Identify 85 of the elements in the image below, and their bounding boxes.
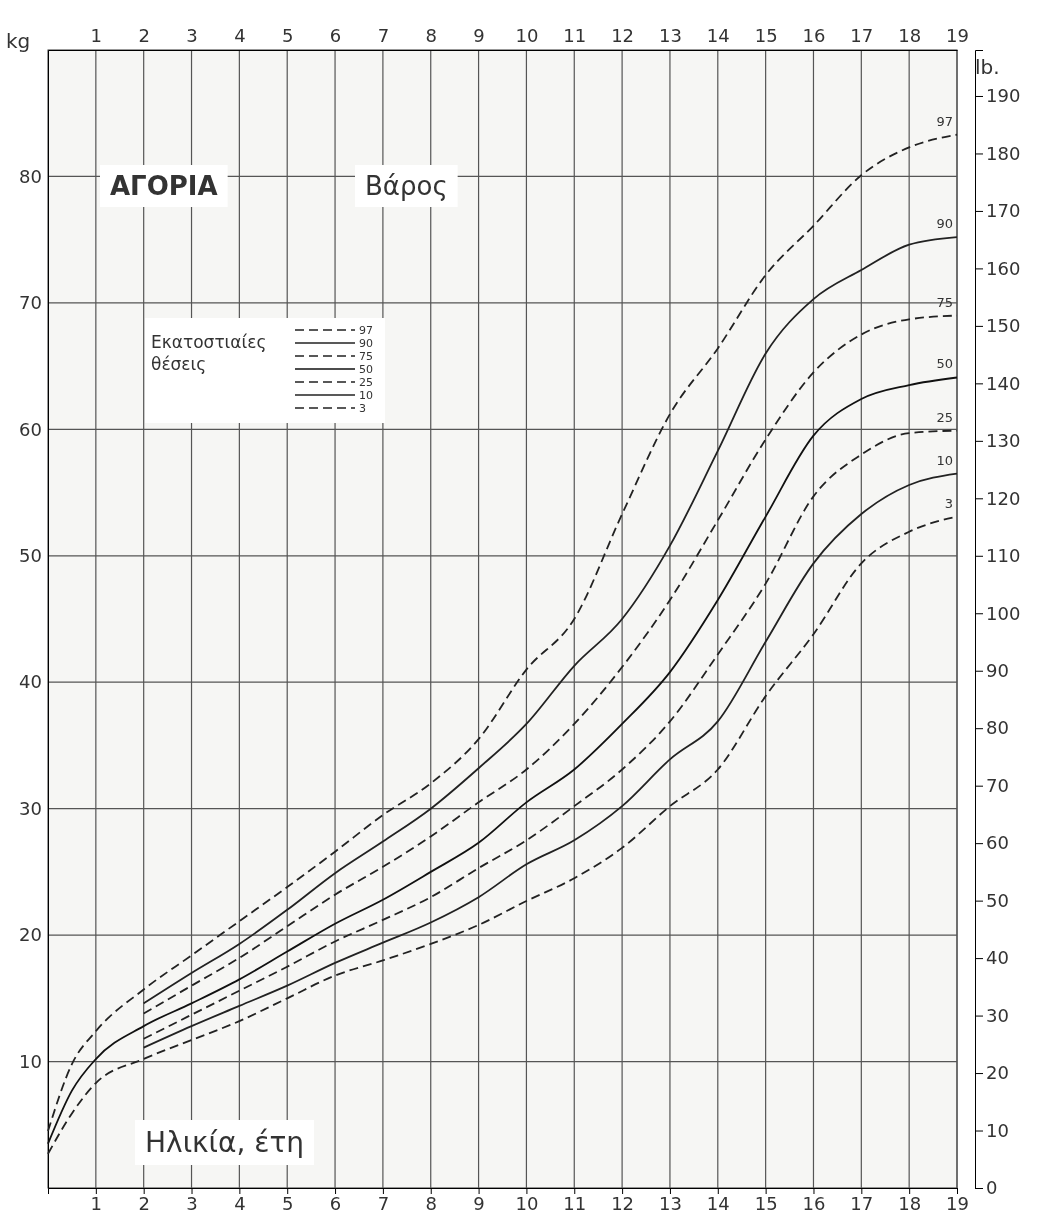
y2-tick-label: 50 [986,889,1009,911]
series-label: 50 [936,356,953,372]
y-tick-label: 60 [19,418,42,440]
y2-axis-title: lb. [975,55,1000,79]
series-label: 10 [936,452,953,468]
series-label: 25 [936,409,953,425]
x-tick-label: 13 [658,25,682,46]
y2-tick-label: 120 [986,487,1021,509]
legend-title: Εκατοστιαίες θέσεις [151,332,267,374]
x-tick-label: 3 [186,25,198,46]
text: 3 [359,402,366,415]
y2-tick-label: 60 [986,832,1009,854]
y2-tick-label: 30 [986,1004,1009,1026]
y2-tick-label: 0 [986,1177,998,1199]
text: 50 [359,363,373,376]
y2-tick-label: 130 [986,430,1021,452]
y-tick-label: 40 [19,671,42,693]
y2-tick-label: 110 [986,545,1021,567]
text: 97 [359,324,373,337]
x2-tick-label: 8 [425,1192,437,1214]
x2-tick-label: 19 [946,1192,969,1214]
x-tick-label: 7 [377,25,390,46]
x-tick-label: 17 [850,25,874,46]
text: 25 [359,376,373,389]
x-tick-label: 5 [281,25,294,46]
x-tick-label: 6 [329,25,342,46]
x2-tick-label: 12 [611,1192,635,1214]
y-tick-label: 30 [19,797,42,819]
y2-tick-label: 160 [986,257,1021,279]
x2-tick-label: 3 [186,1192,198,1214]
x-tick-label: 15 [754,25,778,46]
y-axis-title: kg [6,29,31,53]
x2-tick-label: 1 [90,1192,103,1214]
x2-tick-label: 5 [281,1192,294,1214]
series-label: 3 [944,495,953,511]
y2-tick-label: 20 [986,1062,1009,1084]
y2-tick-label: 70 [986,774,1009,796]
x-tick-label: 11 [563,25,587,46]
x2-tick-label: 16 [802,1192,826,1214]
x2-tick-label: 11 [563,1192,587,1214]
y2-tick-label: 10 [986,1119,1009,1141]
text: 90 [359,337,373,350]
x-tick-label: 10 [515,25,539,46]
series-label: 90 [936,216,953,232]
x2-tick-label: 15 [754,1192,778,1214]
text: 10 [359,389,373,402]
y2-tick-label: 100 [986,602,1021,624]
y-tick-label: 70 [19,292,42,314]
x-tick-label: 2 [138,25,150,46]
x-tick-label: 12 [611,25,635,46]
y-tick-label: 20 [19,924,42,946]
y-tick-label: 10 [19,1050,42,1072]
y2-tick-label: 180 [986,142,1021,164]
text: ΑΓΟΡΙΑ [110,171,218,201]
x2-tick-label: 9 [473,1192,485,1214]
y2-tick-label: 90 [986,659,1009,681]
x-axis-title: Ηλικία, έτη [145,1126,305,1159]
x2-tick-label: 17 [850,1192,874,1214]
y2-tick-label: 150 [986,315,1021,337]
x-tick-label: 1 [90,25,103,46]
y2-tick-label: 190 [986,85,1021,107]
x2-tick-label: 13 [658,1192,682,1214]
x2-tick-label: 2 [138,1192,150,1214]
text: 75 [359,350,373,363]
x-tick-label: 18 [898,25,922,46]
y2-tick-label: 80 [986,717,1009,739]
x-tick-label: 19 [946,25,969,46]
x-tick-label: 4 [234,25,246,46]
y2-tick-label: 170 [986,200,1021,222]
y2-tick-label: 40 [986,947,1009,969]
x2-tick-label: 10 [515,1192,539,1214]
x-tick-label: 14 [706,25,730,46]
x-tick-label: 9 [473,25,485,46]
x2-tick-label: 4 [234,1192,246,1214]
x2-tick-label: 6 [329,1192,342,1214]
x2-tick-label: 7 [377,1192,390,1214]
y-tick-label: 80 [19,165,42,187]
x-tick-label: 16 [802,25,826,46]
text: Βάρος [365,171,448,201]
x2-tick-label: 14 [706,1192,730,1214]
y2-tick-label: 140 [986,372,1021,394]
x-tick-label: 8 [425,25,437,46]
series-label: 97 [936,113,953,129]
x2-tick-label: 18 [898,1192,922,1214]
y-tick-label: 50 [19,545,42,567]
